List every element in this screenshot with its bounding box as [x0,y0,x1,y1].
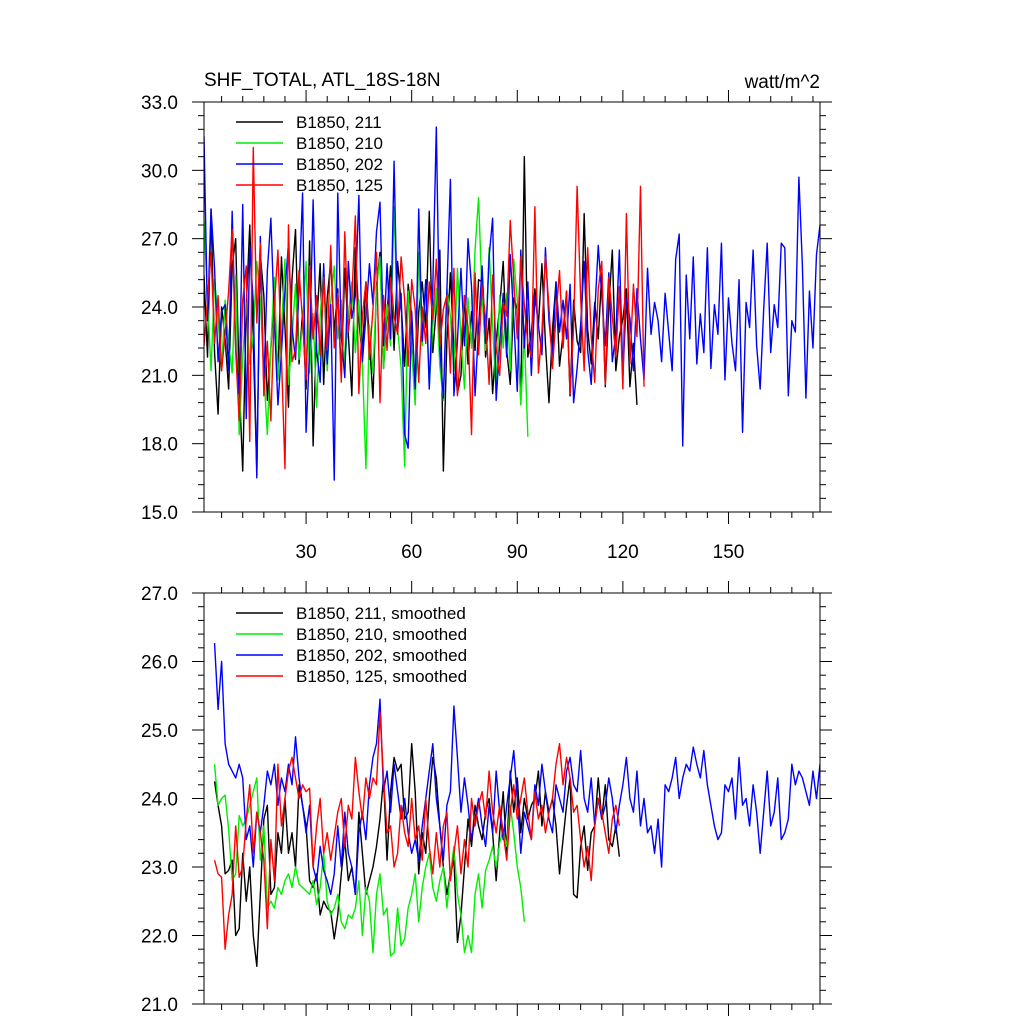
top-legend-label: B1850, 211 [296,113,382,132]
bottom-legend-label: B1850, 202, smoothed [296,646,467,665]
top-xtick-label: 150 [713,542,745,563]
units-label: watt/m^2 [744,72,820,93]
bottom-series-line-4 [213,712,621,950]
top-ytick-label: 33.0 [141,93,178,114]
top-panel-raw: 15.0 18.0 21.0 24.0 27.0 30.0 33.0 30 60 90 120 150… [141,90,832,563]
bottom-legend-label: B1850, 125, smoothed [296,667,467,686]
bottom-ytick-label: 23.0 [141,858,178,879]
top-ytick-label: 30.0 [141,161,178,182]
bottom-ytick-label: 21.0 [141,995,178,1016]
top-series-line-4 [204,146,645,470]
top-xtick-label: 90 [507,542,528,563]
bottom-legend-label: B1850, 210, smoothed [296,625,467,644]
bottom-ytick-label: 24.0 [141,790,178,811]
top-series-line-2 [204,196,529,470]
top-ytick-label: 21.0 [141,366,178,387]
top-ytick-label: 18.0 [141,435,178,456]
bottom-series-line-3 [213,642,820,896]
bottom-series-group [213,642,820,968]
bottom-ytick-label: 25.0 [141,721,178,742]
top-series-line-3 [204,126,820,481]
top-xtick-label: 60 [401,542,422,563]
top-ytick-label: 15.0 [141,503,178,524]
bottom-ytick-label: 27.0 [141,584,178,605]
bottom-legend-label: B1850, 211, smoothed [296,604,466,623]
top-legend: B1850, 211 B1850, 210 B1850, 202 B1850, 125 [236,113,383,195]
top-xtick-label: 30 [296,542,317,563]
top-ytick-label: 24.0 [141,298,178,319]
bottom-ytick-label: 26.0 [141,653,178,674]
top-xtick-label: 120 [607,542,639,563]
chart-title: SHF_TOTAL, ATL_18S-18N [204,70,441,91]
bottom-ytick-label: 22.0 [141,927,178,948]
bottom-panel-smoothed: 21.0 22.0 23.0 24.0 25.0 26.0 27.0 B1850, 211, … [141,581,832,1016]
bottom-series-line-2 [213,764,526,957]
top-legend-label: B1850, 210 [296,134,383,153]
top-series-group [204,126,820,481]
bottom-legend: B1850, 211, smoothed B1850, 210, smoothed… [236,604,467,686]
top-ytick-label: 27.0 [141,230,178,251]
top-legend-label: B1850, 202 [296,155,383,174]
top-legend-label: B1850, 125 [296,176,383,195]
